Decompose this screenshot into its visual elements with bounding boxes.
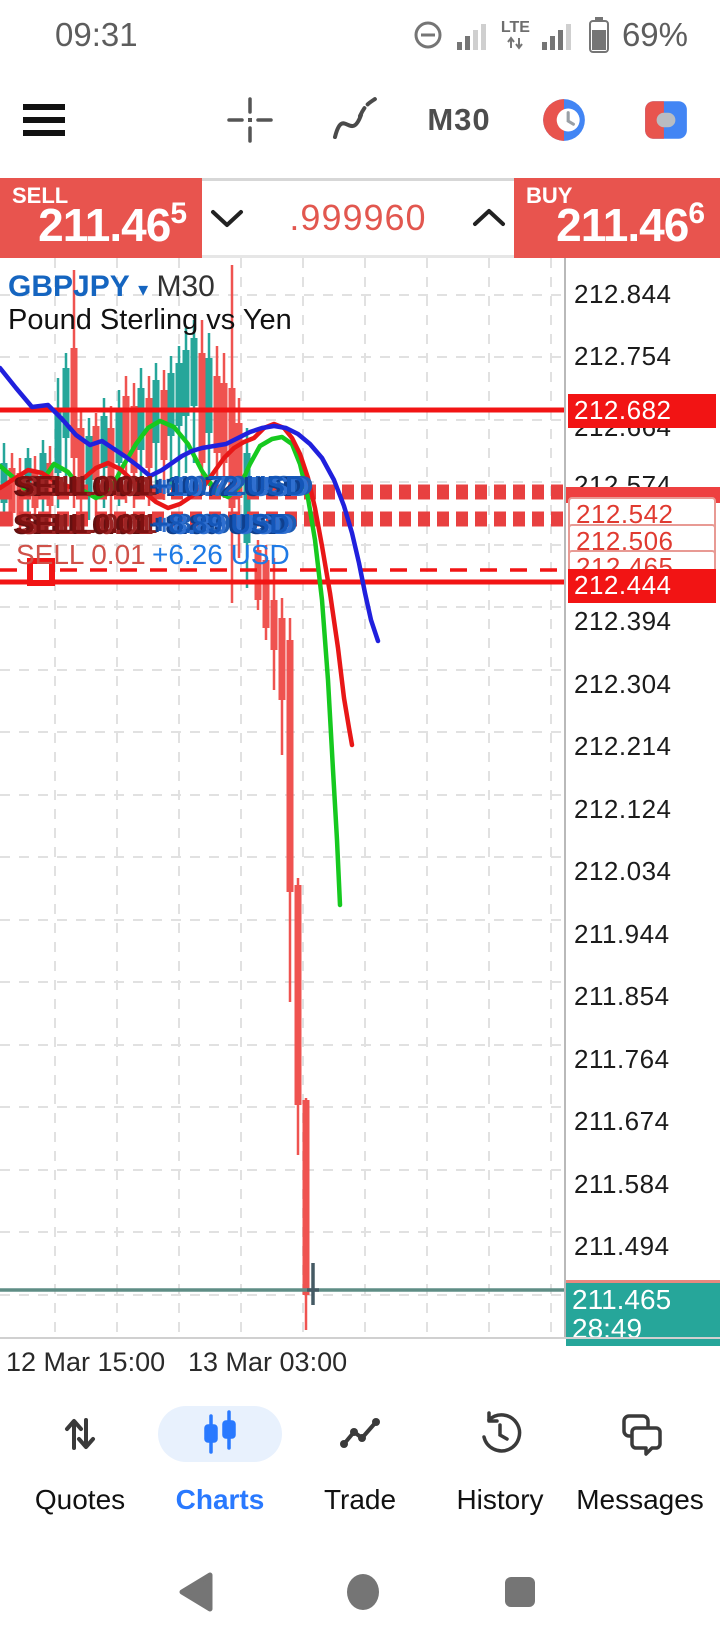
buy-label: BUY [526, 183, 573, 208]
volume-stepper: .999960 [202, 178, 514, 258]
nav-item-history[interactable]: History [430, 1398, 570, 1518]
battery-percent: 69% [621, 16, 688, 53]
signal-bars-icon-2 [540, 18, 576, 52]
history-clock-icon [438, 1406, 562, 1462]
indicators-icon[interactable] [327, 95, 381, 145]
symbol-caret-icon: ▾ [138, 279, 149, 301]
nav-item-messages[interactable]: Messages [570, 1398, 710, 1518]
price-axis-label: 212.304 [574, 669, 672, 699]
lte-indicator: LTE [501, 20, 530, 50]
status-bar: 09:31 LTE 69% [0, 0, 720, 70]
sell-price: 211.465 [38, 197, 187, 251]
crosshair-icon[interactable] [225, 95, 275, 145]
time-axis[interactable]: 12 Mar 15:00 13 Mar 03:00 [0, 1337, 720, 1395]
price-axis-label: 212.124 [574, 794, 672, 824]
chevron-up-icon[interactable] [471, 206, 507, 230]
price-axis-label: 211.944 [574, 919, 670, 949]
symbol-selector[interactable]: GBPJPY ▾ M30 [8, 270, 215, 304]
price-axis-label: 212.844 [574, 279, 672, 309]
price-axis[interactable]: 211.465 28:49 212.844212.754212.664212.6… [566, 258, 720, 1346]
symbol-description: Pound Sterling vs Yen [8, 304, 292, 336]
price-axis-label: 211.584 [574, 1169, 670, 1199]
do-not-disturb-icon [411, 18, 445, 52]
buy-button[interactable]: BUY 211.466 [514, 178, 720, 258]
price-axis-label: 212.754 [574, 341, 672, 371]
time-axis-label: 12 Mar 15:00 [6, 1347, 166, 1377]
recents-button-icon[interactable] [500, 1570, 540, 1619]
chart-toolbar: M30 [0, 84, 720, 156]
timeframe-button[interactable]: M30 [427, 102, 491, 137]
buy-price: 211.466 [556, 197, 705, 251]
sell-label: SELL [12, 183, 69, 208]
nav-item-trade[interactable]: Trade [290, 1398, 430, 1518]
battery-icon [586, 15, 612, 55]
candles-icon [158, 1406, 282, 1462]
chevron-down-icon[interactable] [209, 206, 245, 230]
home-button-icon[interactable] [343, 1570, 383, 1619]
price-axis-label: 212.034 [574, 856, 672, 886]
symbol-timeframe: M30 [156, 270, 215, 303]
sell-button[interactable]: SELL 211.465 [0, 178, 202, 258]
nav-item-charts[interactable]: Charts [150, 1398, 290, 1518]
menu-hamburger-icon[interactable] [21, 101, 67, 139]
price-axis-label: 211.494 [574, 1231, 670, 1261]
trend-icon [298, 1406, 422, 1462]
volume-value[interactable]: .999960 [289, 197, 427, 238]
chart-settings-icon[interactable] [642, 96, 690, 144]
quote-panel: SELL 211.465 .999960 BUY 211.466 [0, 178, 720, 258]
price-axis-label: 212.394 [574, 606, 672, 636]
bid-price: 211.465 [572, 1284, 672, 1315]
android-navigation-bar [0, 1560, 720, 1640]
price-axis-label: 212.682 [568, 394, 716, 428]
bottom-navigation: Quotes Charts Trade History Messages [0, 1398, 720, 1518]
price-axis-label: 212.214 [574, 731, 672, 761]
chat-bubbles-icon [578, 1406, 702, 1462]
objects-circle-icon[interactable] [540, 96, 588, 144]
clock: 09:31 [55, 16, 138, 53]
price-axis-label: 211.764 [574, 1044, 670, 1074]
quotes-arrows-icon [18, 1406, 142, 1462]
nav-item-quotes[interactable]: Quotes [10, 1398, 150, 1518]
price-axis-label: 212.444 [568, 569, 716, 603]
axis-separator [564, 258, 566, 1337]
price-axis-label: 211.674 [574, 1106, 670, 1136]
symbol-name: GBPJPY [8, 270, 130, 303]
candlestick-plot[interactable] [0, 258, 720, 1337]
price-axis-label: 211.854 [574, 981, 670, 1011]
price-chart[interactable]: 211.465 28:49 212.844212.754212.664212.6… [0, 258, 720, 1346]
time-axis-label: 13 Mar 03:00 [188, 1347, 348, 1377]
back-button-icon[interactable] [176, 1570, 216, 1619]
signal-bars-icon [455, 18, 491, 52]
